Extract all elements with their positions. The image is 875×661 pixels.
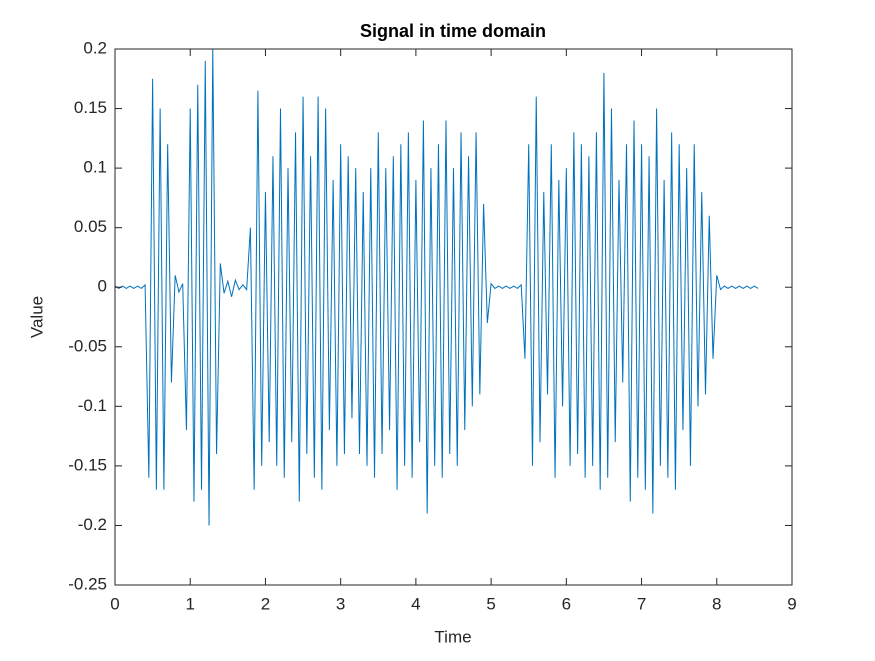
y-tick-label: -0.15 <box>68 455 107 474</box>
y-tick-label: 0.15 <box>74 98 107 117</box>
x-tick-label: 2 <box>261 594 270 613</box>
x-tick-label: 8 <box>712 594 721 613</box>
y-tick-label: 0.2 <box>83 38 107 57</box>
axes-box <box>114 48 793 586</box>
y-tick-label: -0.05 <box>68 336 107 355</box>
x-tick-label: 6 <box>562 594 571 613</box>
y-tick-label: 0.05 <box>74 217 107 236</box>
x-tick-label: 9 <box>787 594 796 613</box>
x-tick-label: 4 <box>411 594 420 613</box>
x-tick-label: 3 <box>336 594 345 613</box>
chart-title: Signal in time domain <box>360 21 546 41</box>
signal-line <box>114 48 759 526</box>
x-axis-label: Time <box>434 627 471 646</box>
x-tick-label: 1 <box>185 594 194 613</box>
x-tick-label: 5 <box>486 594 495 613</box>
y-tick-label: 0.1 <box>83 158 107 177</box>
x-tick-label: 7 <box>637 594 646 613</box>
y-tick-label: 0 <box>98 277 107 296</box>
x-tick-label: 0 <box>110 594 119 613</box>
y-tick-label: -0.25 <box>68 574 107 593</box>
y-axis-label: Value <box>27 296 46 338</box>
y-tick-label: -0.2 <box>78 515 107 534</box>
y-tick-label: -0.1 <box>78 396 107 415</box>
